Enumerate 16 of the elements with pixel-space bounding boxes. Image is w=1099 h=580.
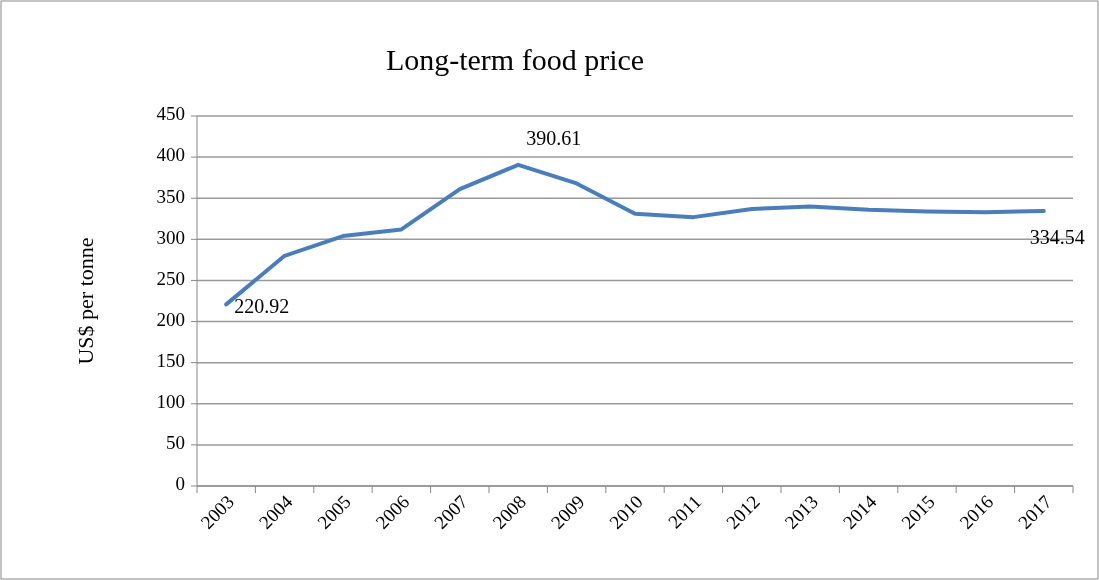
y-tick-label: 200: [156, 308, 185, 330]
y-tick-label: 50: [166, 432, 185, 454]
y-tick-label: 450: [156, 103, 185, 125]
data-label: 334.54: [1029, 225, 1085, 248]
y-tick-label: 250: [156, 267, 185, 289]
y-tick-label: 400: [156, 144, 185, 166]
y-tick-label: 100: [156, 391, 185, 413]
chart-title: Long-term food price: [385, 43, 645, 76]
data-label: 220.92: [234, 294, 290, 317]
data-label: 390.61: [526, 127, 582, 150]
y-tick-label: 150: [156, 350, 185, 372]
y-axis-title: US$ per tonne: [73, 237, 98, 365]
y-tick-label: 300: [156, 226, 185, 248]
y-tick-label: 350: [156, 185, 185, 207]
x-tick-label: 2011: [664, 491, 706, 533]
y-tick-label: 0: [175, 473, 185, 495]
